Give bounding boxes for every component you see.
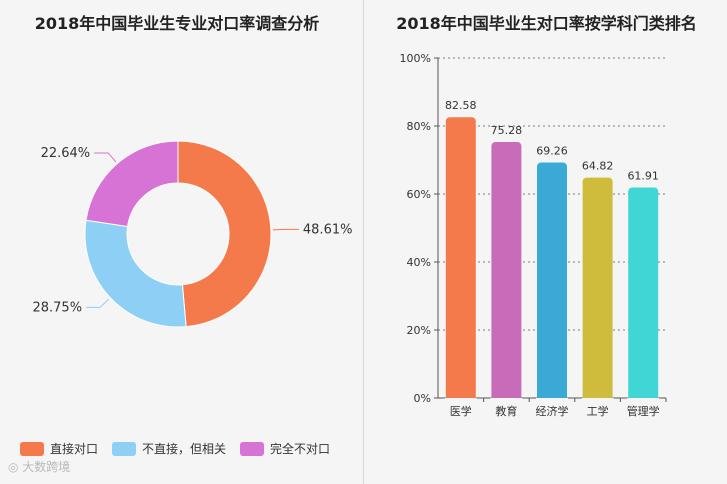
y-tick-label: 80% [407,120,431,133]
y-tick-label: 60% [407,188,431,201]
donut-leader-line [272,228,299,231]
donut-slice[interactable] [177,140,272,328]
pie-chart-panel: 2018年中国毕业生专业对口率调查分析 48.61% 28.75% 22.64% 直… [0,0,362,484]
legend-item-direct[interactable]: 直接对口 [20,440,98,457]
legend-swatch [240,441,265,456]
bar-value-label: 69.26 [536,145,568,158]
bar[interactable] [628,187,659,402]
donut-leader-line [94,152,117,163]
bar[interactable] [537,162,567,402]
bar-chart-title: 2018年中国毕业生对口率按学科门类排名 [396,14,697,33]
y-tick-label: 20% [407,324,431,337]
bar-base-mask [581,398,614,404]
donut-value-label: 22.64% [41,146,91,161]
pie-chart-title: 2018年中国毕业生专业对口率调查分析 [34,14,320,33]
legend-label: 直接对口 [50,442,99,456]
legend-label: 完全不对口 [270,442,331,456]
bar-chart-panel: 2018年中国毕业生对口率按学科门类排名 0% 20% 40% 60% 80% 100% 8… [366,0,727,484]
x-category-label: 教育 [495,404,517,418]
x-category-label: 管理学 [627,404,660,418]
watermark-text: 大数跨境 [22,460,71,474]
x-category-label: 医学 [450,404,472,418]
legend-item-unrelated[interactable]: 完全不对口 [240,440,330,457]
bar[interactable] [582,177,613,402]
donut-leader-line [86,298,110,308]
donut-chart: 48.61% 28.75% 22.64% [32,140,353,328]
bar-value-label: 82.58 [445,99,477,112]
legend-swatch [112,441,137,456]
x-category-label: 经济学 [536,404,569,418]
bar-base-mask [490,398,523,404]
bar-base-mask [444,398,477,404]
y-tick-label: 0% [414,392,431,405]
bar-base-mask [536,398,568,404]
bar[interactable] [445,117,476,402]
donut-value-label: 28.75% [32,300,82,315]
legend-item-related[interactable]: 不直接，但相关 [112,440,226,457]
watermark: ◎ 大数跨境 [8,458,70,475]
pie-legend: 直接对口 不直接，但相关 完全不对口 [20,440,330,457]
bar[interactable] [491,142,522,402]
donut-slice[interactable] [85,140,179,228]
x-category-label: 工学 [587,404,609,418]
y-tick-label: 40% [407,256,431,269]
bar-value-label: 64.82 [582,160,614,173]
bar-value-label: 61.91 [627,170,659,183]
bar-chart: 0% 20% 40% 60% 80% 100% 82.58 医学 75.28 教育 69.26 经济学… [400,52,667,418]
bar-value-label: 75.28 [491,124,523,137]
donut-slice[interactable] [84,219,187,328]
y-tick-label: 100% [400,52,431,65]
panel-divider [363,0,364,484]
watermark-icon: ◎ [8,460,23,474]
legend-label: 不直接，但相关 [142,442,227,456]
donut-value-label: 48.61% [303,222,353,237]
legend-swatch [20,441,44,456]
bar-base-mask [627,398,660,404]
